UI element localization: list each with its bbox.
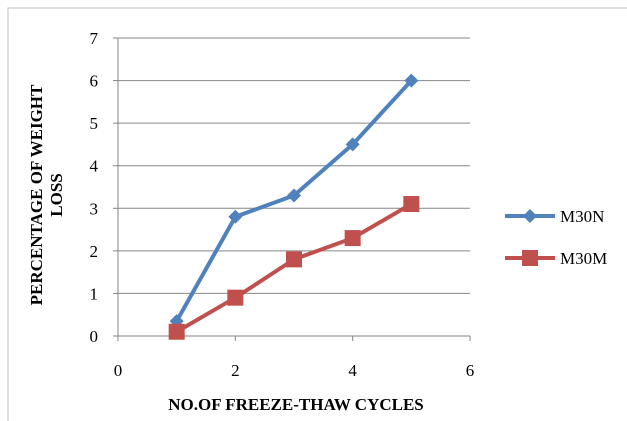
legend-label-0: M30N <box>560 207 604 226</box>
data-point-1-3 <box>344 230 361 247</box>
data-point-0-2 <box>287 188 301 203</box>
data-point-0-4 <box>404 73 419 88</box>
y-tick-label-4: 4 <box>90 157 99 176</box>
legend-label-1: M30M <box>560 249 607 268</box>
data-point-0-1 <box>228 209 243 224</box>
x-tick-label-2: 4 <box>348 361 357 380</box>
legend-marker-0 <box>523 209 537 223</box>
y-tick-label-7: 7 <box>90 29 99 48</box>
y-tick-label-5: 5 <box>90 114 99 133</box>
y-tick-label-0: 0 <box>90 327 99 346</box>
gridlines <box>118 37 470 294</box>
chart-border <box>7 7 627 421</box>
y-axis-title-line-1: PERCENTAGE OF WEIGHT <box>27 84 46 305</box>
series-0 <box>169 73 419 329</box>
series <box>168 73 420 340</box>
series-line-1 <box>175 202 413 334</box>
x-tick-label-0: 0 <box>114 361 123 380</box>
legend-marker-1 <box>522 250 538 266</box>
data-point-0-3 <box>345 137 360 152</box>
y-axis-title-line-2: LOSS <box>47 173 66 216</box>
legend: M30N M30M <box>505 207 607 268</box>
x-axis-title: NO.OF FREEZE-THAW CYCLES <box>168 395 424 414</box>
axes <box>113 37 471 341</box>
data-point-1-0 <box>168 323 185 340</box>
data-point-1-1 <box>227 289 244 306</box>
legend-item-1: M30M <box>505 249 607 268</box>
y-tick-label-3: 3 <box>90 199 99 218</box>
y-tick-label-6: 6 <box>90 72 99 91</box>
y-tick-label-1: 1 <box>90 284 99 303</box>
y-tick-label-2: 2 <box>90 242 99 261</box>
tick-labels: 0 1 2 3 4 5 6 7 0 2 4 6 <box>90 29 475 380</box>
data-point-1-4 <box>403 196 420 213</box>
series-1 <box>168 196 420 340</box>
x-tick-label-3: 6 <box>466 361 475 380</box>
legend-item-0: M30N <box>505 207 604 226</box>
x-tick-label-1: 2 <box>231 361 240 380</box>
data-point-1-2 <box>286 251 302 268</box>
